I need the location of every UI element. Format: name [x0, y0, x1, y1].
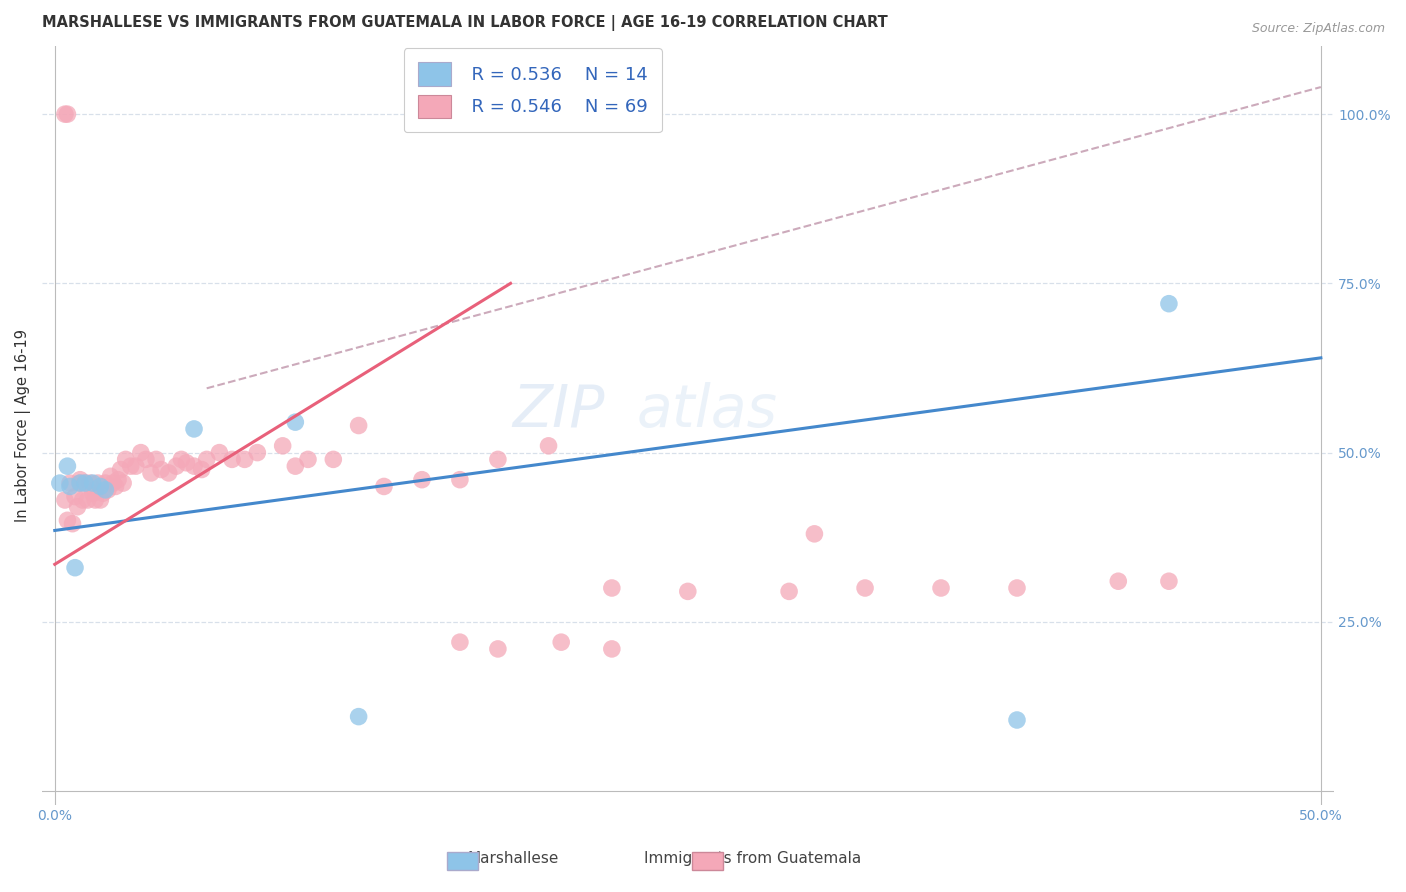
Point: [803, 526, 825, 541]
Point: [101, 476, 124, 491]
Text: Source: ZipAtlas.com: Source: ZipAtlas.com: [1251, 22, 1385, 36]
Point: [676, 584, 699, 599]
Point: [600, 641, 623, 656]
Point: [94, 483, 117, 497]
Point: [63, 490, 86, 504]
Point: [322, 452, 344, 467]
Point: [56, 459, 79, 474]
Point: [165, 459, 187, 474]
Point: [183, 459, 205, 474]
Point: [76, 493, 98, 508]
Point: [135, 452, 157, 467]
Point: [129, 445, 152, 459]
Text: Immigrants from Guatemala: Immigrants from Guatemala: [644, 851, 860, 865]
Point: [486, 452, 509, 467]
Point: [79, 476, 101, 491]
Point: [195, 452, 218, 467]
Point: [1005, 581, 1028, 595]
Point: [69, 476, 91, 491]
Point: [120, 459, 142, 474]
Point: [1157, 296, 1180, 310]
Point: [170, 452, 193, 467]
Point: [82, 486, 104, 500]
Point: [139, 466, 162, 480]
Point: [63, 560, 86, 574]
Point: [550, 635, 572, 649]
Point: [183, 422, 205, 436]
Point: [1157, 574, 1180, 589]
Point: [233, 452, 256, 467]
Point: [69, 473, 91, 487]
Point: [97, 483, 120, 497]
Point: [66, 500, 89, 514]
Point: [1107, 574, 1129, 589]
Point: [114, 452, 136, 467]
Point: [271, 439, 294, 453]
Point: [62, 516, 84, 531]
Point: [190, 462, 212, 476]
Point: [59, 479, 82, 493]
Point: [89, 493, 111, 508]
Point: [84, 493, 107, 508]
Point: [486, 641, 509, 656]
Point: [1005, 713, 1028, 727]
Point: [89, 479, 111, 493]
Point: [100, 469, 122, 483]
Point: [104, 479, 127, 493]
Point: [49, 476, 72, 491]
Point: [208, 445, 231, 459]
Point: [600, 581, 623, 595]
Text: Marshallese: Marshallese: [468, 851, 558, 865]
Point: [150, 462, 173, 476]
Point: [537, 439, 560, 453]
Point: [91, 486, 114, 500]
Point: [110, 462, 132, 476]
Point: [284, 459, 307, 474]
Text: atlas: atlas: [637, 382, 778, 439]
Point: [284, 415, 307, 429]
Point: [69, 476, 91, 491]
Point: [449, 635, 471, 649]
Point: [56, 513, 79, 527]
Point: [72, 493, 94, 508]
Point: [56, 107, 79, 121]
Point: [125, 459, 148, 474]
Text: ZIP: ZIP: [512, 382, 605, 439]
Point: [449, 473, 471, 487]
Point: [221, 452, 243, 467]
Point: [82, 476, 104, 491]
Point: [75, 476, 97, 491]
Point: [53, 107, 76, 121]
Point: [297, 452, 319, 467]
Point: [778, 584, 800, 599]
Point: [411, 473, 433, 487]
Point: [107, 473, 129, 487]
Point: [373, 479, 395, 493]
Point: [53, 493, 76, 508]
Point: [157, 466, 180, 480]
Point: [853, 581, 876, 595]
Point: [347, 709, 370, 723]
Legend:   R = 0.536    N = 14,   R = 0.546    N = 69: R = 0.536 N = 14, R = 0.546 N = 69: [404, 48, 662, 132]
Point: [94, 476, 117, 491]
Point: [112, 476, 135, 491]
Point: [246, 445, 269, 459]
Y-axis label: In Labor Force | Age 16-19: In Labor Force | Age 16-19: [15, 329, 31, 522]
Point: [176, 456, 198, 470]
Point: [929, 581, 952, 595]
Text: MARSHALLESE VS IMMIGRANTS FROM GUATEMALA IN LABOR FORCE | AGE 16-19 CORRELATION : MARSHALLESE VS IMMIGRANTS FROM GUATEMALA…: [42, 15, 887, 31]
Point: [84, 483, 107, 497]
Point: [75, 476, 97, 491]
Point: [87, 476, 110, 491]
Point: [59, 476, 82, 491]
Point: [347, 418, 370, 433]
Point: [145, 452, 167, 467]
